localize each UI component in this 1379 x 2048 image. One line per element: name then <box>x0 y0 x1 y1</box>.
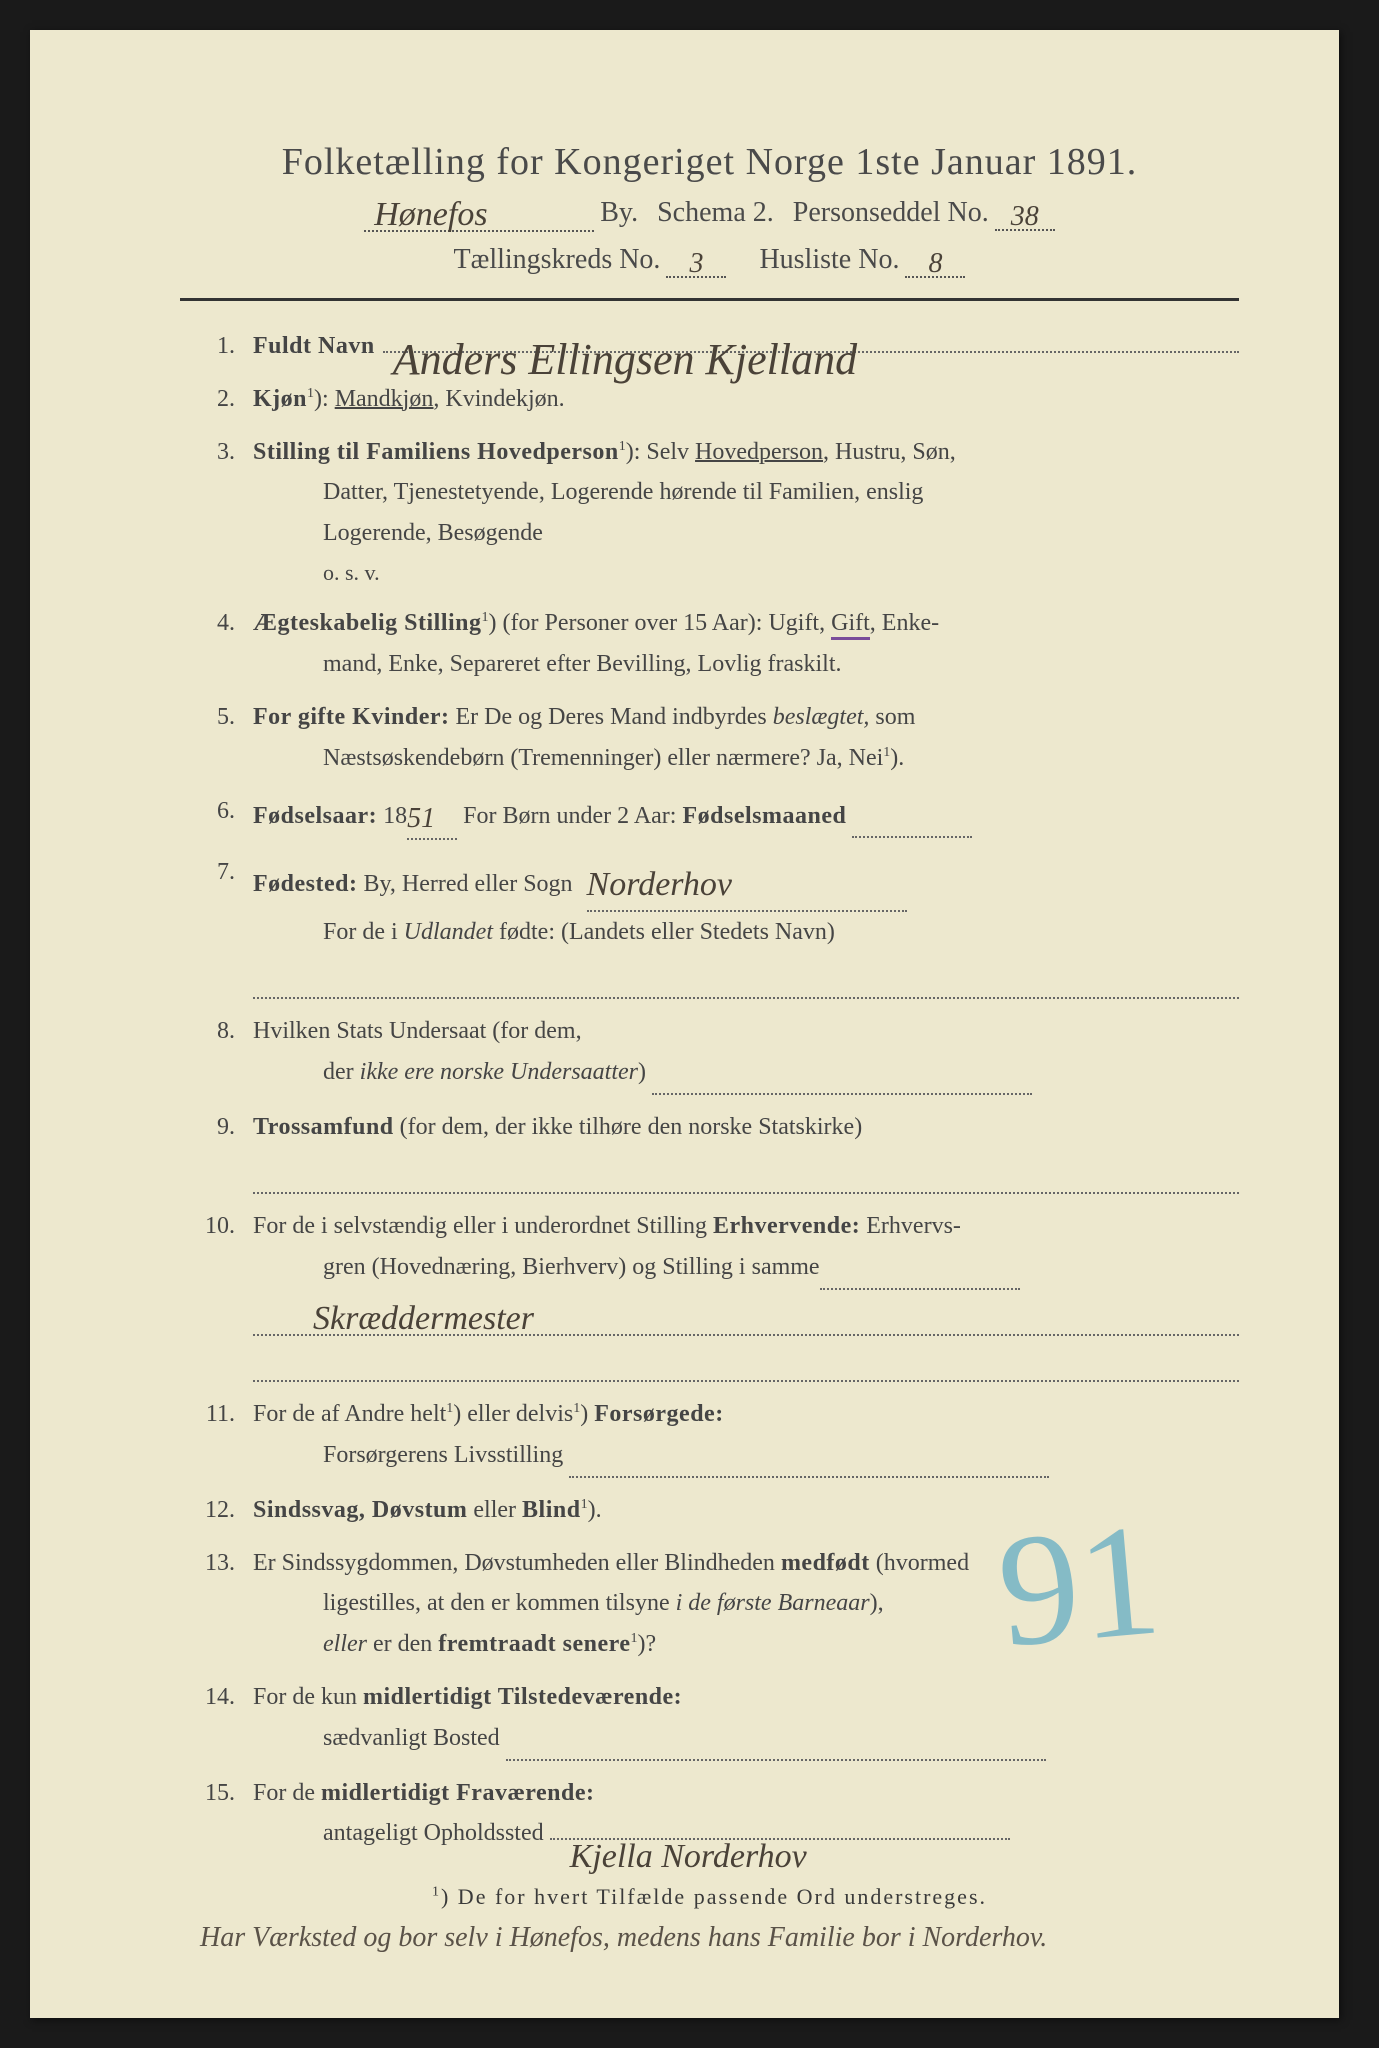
entry-num: 9. <box>180 1107 253 1194</box>
entry-4: 4. Ægteskabelig Stilling1) (for Personer… <box>180 603 1239 685</box>
entry-11: 11. For de af Andre helt1) eller delvis1… <box>180 1394 1239 1478</box>
full-name-value: Anders Ellingsen Kjelland <box>393 323 857 398</box>
entry-num: 13. <box>180 1543 253 1665</box>
bottom-handwriting: Har Værksted og bor selv i Hønefos, mede… <box>180 1920 1239 1956</box>
entry-12: 12. Sindssvag, Døvstum eller Blind1). <box>180 1490 1239 1531</box>
entry-5: 5. For gifte Kvinder: Er De og Deres Man… <box>180 697 1239 779</box>
entry-label: Stilling til Familiens Hovedperson <box>253 439 619 465</box>
entry-8: 8. Hvilken Stats Undersaat (for dem, der… <box>180 1011 1239 1095</box>
gift-selected: Gift <box>831 610 870 640</box>
entry-num: 4. <box>180 603 253 685</box>
entry-num: 2. <box>180 379 253 420</box>
personseddel-label: Personseddel No. <box>793 197 989 229</box>
entry-1: 1. Fuldt Navn Anders Ellingsen Kjelland <box>180 326 1239 367</box>
entry-num: 1. <box>180 326 253 367</box>
entry-label: Trossamfund <box>253 1114 394 1140</box>
entry-num: 7. <box>180 852 253 999</box>
census-form: Folketælling for Kongeriget Norge 1ste J… <box>30 30 1339 2018</box>
entry-13: 13. Er Sindssygdommen, Døvstumheden elle… <box>180 1543 1239 1665</box>
entry-num: 8. <box>180 1011 253 1095</box>
entry-num: 5. <box>180 697 253 779</box>
entry-num: 10. <box>180 1206 253 1382</box>
by-label: By. <box>600 197 638 229</box>
form-header: Folketælling for Kongeriget Norge 1ste J… <box>180 140 1239 278</box>
entry-label: Fuldt Navn <box>253 326 375 367</box>
entry-9: 9. Trossamfund (for dem, der ikke tilhør… <box>180 1107 1239 1194</box>
subtitle-row-2: Tællingskreds No. 3 Husliste No. 8 <box>180 244 1239 278</box>
personseddel-no: 38 <box>1011 201 1039 232</box>
entry-num: 11. <box>180 1394 253 1478</box>
husliste-no: 8 <box>928 248 942 279</box>
hovedperson: Hovedperson <box>695 439 823 465</box>
entry-10: 10. For de i selvstændig eller i underor… <box>180 1206 1239 1382</box>
entry-num: 15. <box>180 1773 253 1855</box>
entry-label: Kjøn <box>253 386 307 412</box>
birth-year: 51 <box>407 803 435 834</box>
scan-frame: Folketælling for Kongeriget Norge 1ste J… <box>0 0 1379 2048</box>
form-entries: 1. Fuldt Navn Anders Ellingsen Kjelland … <box>180 326 1239 1854</box>
form-title: Folketælling for Kongeriget Norge 1ste J… <box>180 140 1239 184</box>
entry-label: Ægteskabelig Stilling <box>253 610 482 636</box>
entry-label: Sindssvag, Døvstum <box>253 1497 467 1523</box>
kreds-no: 3 <box>689 248 703 279</box>
occupation-value: Skræddermester <box>313 1290 534 1348</box>
entry-num: 6. <box>180 791 253 841</box>
entry-15: 15. For de midlertidigt Fraværende: anta… <box>180 1773 1239 1855</box>
entry-14: 14. For de kun midlertidigt Tilstedevære… <box>180 1677 1239 1761</box>
husliste-label: Husliste No. <box>759 244 899 276</box>
entry-label: Fødested: <box>253 871 357 897</box>
subtitle-row-1: Hønefos By. Schema 2. Personseddel No. 3… <box>180 192 1239 232</box>
entry-label: For gifte Kvinder: <box>253 704 450 730</box>
entry-label: Fødselsaar: <box>253 803 377 829</box>
schema-label: Schema 2. <box>657 197 774 229</box>
entry-num: 12. <box>180 1490 253 1531</box>
entry-6: 6. Fødselsaar: 1851 For Børn under 2 Aar… <box>180 791 1239 841</box>
entry-num: 14. <box>180 1677 253 1761</box>
birthplace-value: Norderhov <box>587 866 732 903</box>
footnote: 1) De for hvert Tilfælde passende Ord un… <box>180 1884 1239 1910</box>
kreds-label: Tællingskreds No. <box>454 244 661 276</box>
entry-num: 3. <box>180 432 253 592</box>
residence-value: Kjella Norderhov <box>570 1828 807 1886</box>
city-field: Hønefos <box>374 196 487 233</box>
entry-3: 3. Stilling til Familiens Hovedperson1):… <box>180 432 1239 592</box>
entry-7: 7. Fødested: By, Herred eller Sogn Norde… <box>180 852 1239 999</box>
header-divider <box>180 298 1239 301</box>
